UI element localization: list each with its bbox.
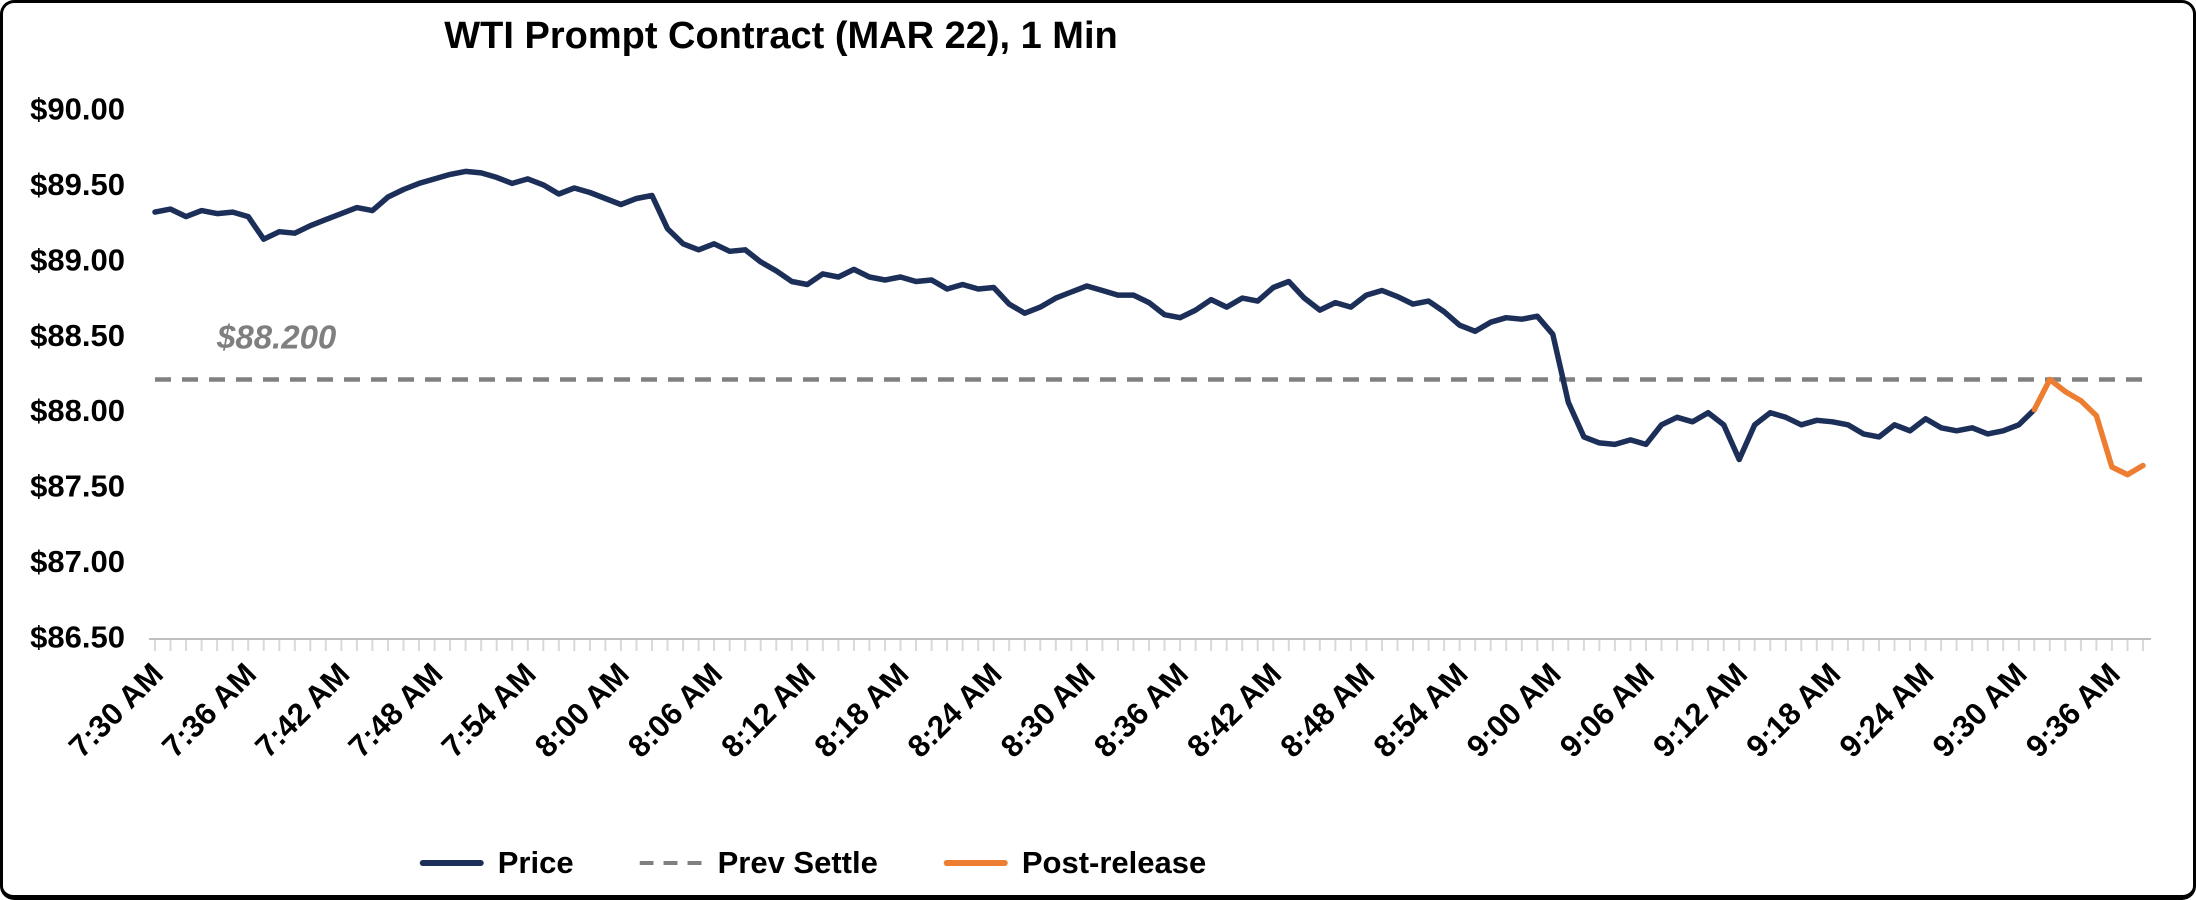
y-axis-label: $90.00 — [30, 92, 125, 127]
legend-item-post-release: Post-release — [943, 845, 1207, 881]
x-axis-label: 8:12 AM — [714, 656, 822, 764]
x-axis-label: 7:42 AM — [248, 656, 356, 764]
x-axis-label: 9:12 AM — [1646, 656, 1754, 764]
x-axis-label: 8:18 AM — [807, 656, 915, 764]
x-axis-label: 8:06 AM — [621, 656, 729, 764]
legend-label-post-release: Post-release — [1021, 845, 1207, 880]
x-axis-label: 7:48 AM — [342, 656, 450, 764]
plot-area: $90.00 $89.50 $89.00 $88.50 $88.00 $87.50 $87.… — [30, 92, 2151, 764]
y-axis-label: $89.50 — [30, 167, 125, 202]
x-axis-label: 8:24 AM — [901, 656, 1009, 764]
legend-label-prev-settle: Prev Settle — [717, 845, 878, 880]
x-axis-label: 8:42 AM — [1180, 656, 1288, 764]
x-axis-label: 8:54 AM — [1367, 656, 1475, 764]
x-axis-label: 9:06 AM — [1553, 656, 1661, 764]
y-axis-label: $86.50 — [30, 620, 125, 655]
y-axis-label: $89.00 — [30, 242, 125, 277]
legend: Price Prev Settle Post-release — [419, 845, 1207, 881]
x-axis-label: 7:30 AM — [62, 656, 170, 764]
x-axis-label: 8:30 AM — [994, 656, 1102, 764]
x-axis-label: 8:36 AM — [1087, 656, 1195, 764]
x-axis-label: 8:00 AM — [528, 656, 636, 764]
x-axis-label: 9:30 AM — [1926, 656, 2034, 764]
y-axis-label: $87.00 — [30, 544, 125, 579]
prev-settle-line-swatch — [639, 860, 704, 866]
y-axis-label: $88.50 — [30, 318, 125, 353]
x-axis-label: 7:54 AM — [435, 656, 543, 764]
price-line — [152, 168, 2038, 463]
y-axis-label: $88.00 — [30, 393, 125, 428]
chart-title: WTI Prompt Contract (MAR 22), 1 Min — [444, 15, 1118, 57]
x-axis-label: 7:36 AM — [155, 656, 263, 764]
y-axis-label: $87.50 — [30, 469, 125, 504]
prev-settle-annotation: $88.200 — [216, 319, 337, 356]
legend-label-price: Price — [497, 845, 574, 880]
post-release-line-swatch — [943, 860, 1008, 866]
price-line-swatch — [419, 860, 484, 866]
post-release-line — [2031, 376, 2146, 478]
x-axis-label: 9:36 AM — [2019, 656, 2127, 764]
x-axis-label: 9:24 AM — [1833, 656, 1941, 764]
x-axis-label: 9:00 AM — [1460, 656, 1568, 764]
x-axis-label: 8:48 AM — [1273, 656, 1381, 764]
legend-item-price: Price — [419, 845, 574, 881]
x-axis-label: 9:18 AM — [1739, 656, 1847, 764]
legend-item-prev-settle: Prev Settle — [639, 845, 878, 881]
